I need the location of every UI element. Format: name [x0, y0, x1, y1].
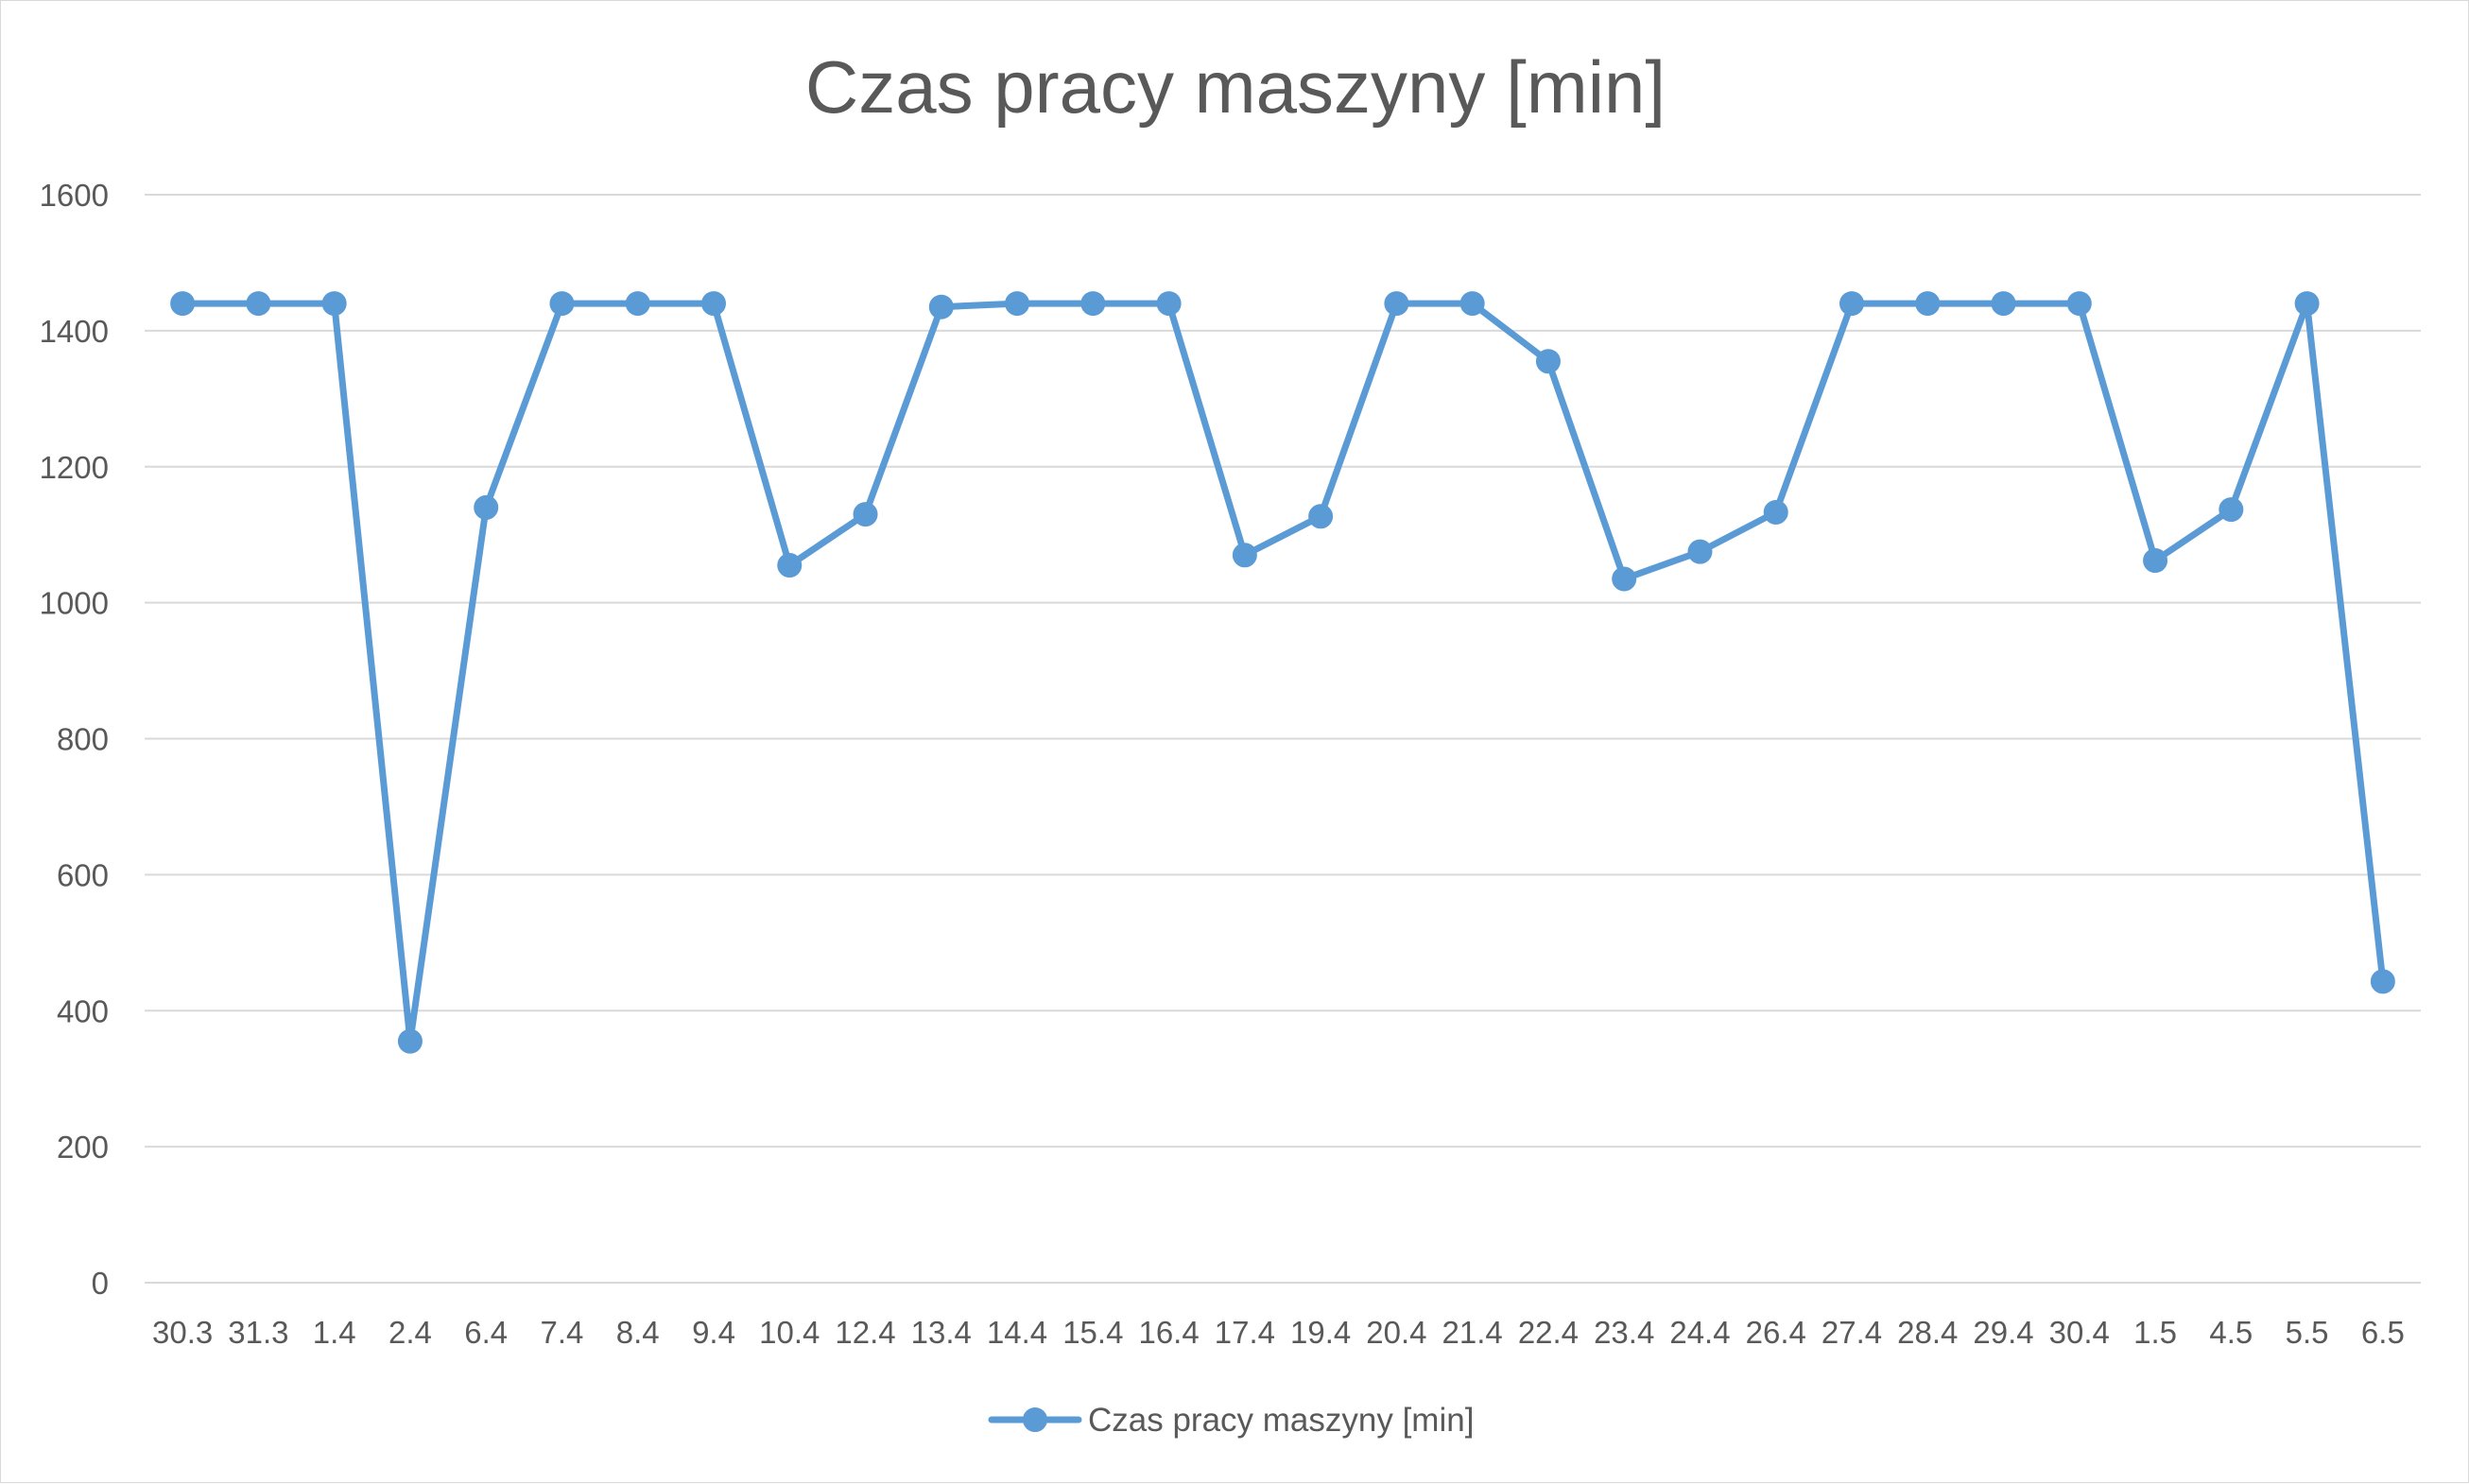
x-tick-label: 30.3: [152, 1315, 213, 1350]
data-point: [549, 291, 575, 317]
chart-title: Czas pracy maszyny [min]: [805, 45, 1666, 129]
data-point: [321, 291, 347, 317]
legend-label: Czas pracy maszyny [min]: [1088, 1402, 1474, 1439]
data-point: [1535, 349, 1561, 374]
y-tick-label: 600: [57, 857, 109, 892]
x-tick-label: 14.4: [987, 1315, 1047, 1350]
data-point: [928, 294, 954, 319]
x-tick-label: 28.4: [1897, 1315, 1958, 1350]
series-layer: [170, 291, 2395, 1054]
data-point: [1080, 291, 1106, 317]
x-tick-label: 6.5: [2361, 1315, 2405, 1350]
series-line: [179, 300, 2387, 1045]
data-point: [1459, 291, 1485, 317]
y-tick-label: 1200: [40, 450, 109, 485]
legend: Czas pracy maszyny [min]: [988, 1402, 1474, 1439]
data-point: [1687, 539, 1713, 564]
y-tick-label: 200: [57, 1130, 109, 1165]
x-tick-label: 29.4: [1973, 1315, 2033, 1350]
y-tick-label: 1000: [40, 586, 109, 621]
gridlines: [145, 194, 2421, 1284]
x-axis-ticks: 30.3 31.3 1.4 2.4 6.4 7.4 8.4 9.4 10.4 12.4 13.4 14…: [152, 1315, 2405, 1350]
legend-marker-swatch: [1023, 1407, 1047, 1432]
x-tick-label: 6.4: [464, 1315, 508, 1350]
data-point: [246, 291, 271, 317]
data-point: [1763, 499, 1788, 525]
data-point: [170, 291, 196, 317]
data-point: [1005, 291, 1030, 317]
x-tick-label: 12.4: [835, 1315, 895, 1350]
data-point: [2370, 969, 2395, 994]
y-axis-ticks: 0 200 400 600 800 1000 1200 1400 1600: [40, 178, 109, 1301]
x-tick-label: 15.4: [1062, 1315, 1123, 1350]
x-tick-label: 20.4: [1366, 1315, 1426, 1350]
x-tick-label: 17.4: [1215, 1315, 1275, 1350]
y-tick-label: 0: [92, 1266, 109, 1301]
x-tick-label: 31.3: [228, 1315, 288, 1350]
data-point: [777, 553, 803, 578]
x-tick-label: 21.4: [1442, 1315, 1503, 1350]
x-tick-label: 7.4: [541, 1315, 584, 1350]
data-point: [1308, 504, 1334, 529]
data-point: [1156, 291, 1182, 317]
x-tick-label: 4.5: [2209, 1315, 2253, 1350]
x-tick-label: 2.4: [388, 1315, 432, 1350]
x-tick-label: 9.4: [692, 1315, 735, 1350]
x-tick-label: 1.4: [313, 1315, 356, 1350]
data-point: [2294, 291, 2320, 317]
x-tick-label: 10.4: [759, 1315, 820, 1350]
data-point: [474, 494, 499, 520]
x-tick-label: 26.4: [1746, 1315, 1806, 1350]
y-tick-label: 800: [57, 722, 109, 757]
x-tick-label: 30.4: [2049, 1315, 2110, 1350]
x-tick-label: 23.4: [1594, 1315, 1654, 1350]
x-tick-label: 19.4: [1290, 1315, 1351, 1350]
data-point: [2066, 291, 2092, 317]
x-tick-label: 8.4: [616, 1315, 660, 1350]
x-tick-label: 5.5: [2286, 1315, 2329, 1350]
data-point: [2143, 548, 2168, 574]
y-tick-label: 1600: [40, 178, 109, 213]
x-tick-label: 22.4: [1518, 1315, 1579, 1350]
y-tick-label: 400: [57, 993, 109, 1028]
data-point: [1232, 543, 1257, 568]
x-tick-label: 13.4: [911, 1315, 972, 1350]
data-point: [2219, 497, 2244, 523]
data-point: [701, 291, 726, 317]
x-tick-label: 27.4: [1822, 1315, 1882, 1350]
data-point: [397, 1028, 423, 1054]
data-point: [853, 502, 878, 527]
data-point: [1384, 291, 1409, 317]
y-tick-label: 1400: [40, 314, 109, 349]
data-point: [1612, 566, 1637, 592]
x-tick-label: 16.4: [1138, 1315, 1199, 1350]
data-point: [625, 291, 650, 317]
data-point: [1839, 291, 1864, 317]
data-point: [1915, 291, 1941, 317]
x-tick-label: 24.4: [1669, 1315, 1730, 1350]
x-tick-label: 1.5: [2133, 1315, 2177, 1350]
data-point: [1991, 291, 2016, 317]
